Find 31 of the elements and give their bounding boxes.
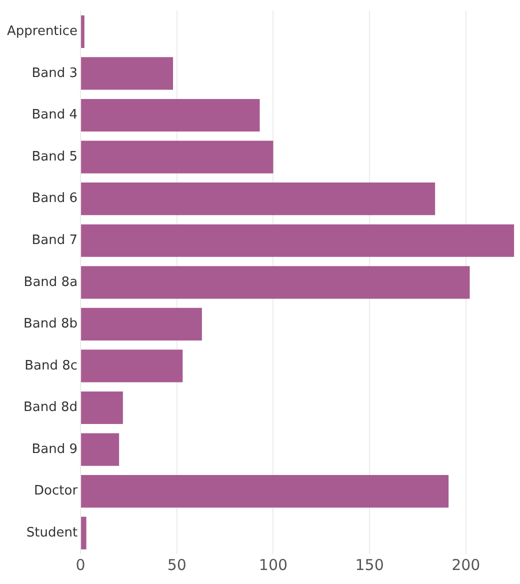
x-tick-label: 50 bbox=[167, 556, 186, 574]
bar bbox=[81, 433, 120, 466]
y-tick-label: Doctor bbox=[34, 484, 78, 499]
y-tick-label: Band 3 bbox=[32, 66, 78, 81]
bar bbox=[81, 266, 470, 299]
y-tick-label: Band 4 bbox=[32, 108, 78, 123]
bar bbox=[81, 391, 123, 424]
x-tick-label: 0 bbox=[76, 556, 86, 574]
x-tick-label: 100 bbox=[258, 556, 288, 574]
bar bbox=[81, 516, 86, 550]
x-tick-label: 150 bbox=[355, 556, 384, 574]
y-tick-label: Apprentice bbox=[6, 24, 78, 40]
y-tick-label: Band 6 bbox=[32, 191, 78, 206]
bar bbox=[81, 98, 260, 132]
bar bbox=[81, 475, 449, 508]
y-tick-label: Band 7 bbox=[32, 232, 78, 248]
bar bbox=[81, 308, 202, 340]
y-tick-label: Student bbox=[26, 525, 78, 540]
bar bbox=[81, 350, 183, 382]
bar bbox=[81, 224, 514, 257]
y-tick-label: Band 8d bbox=[24, 400, 78, 416]
y-tick-label: Band 5 bbox=[32, 149, 78, 164]
bar bbox=[81, 15, 84, 48]
y-tick-label: Band 8a bbox=[24, 274, 78, 290]
y-tick-label: Band 8b bbox=[24, 316, 78, 332]
bar bbox=[81, 182, 436, 216]
x-tick-label: 200 bbox=[452, 556, 480, 574]
bar bbox=[81, 57, 174, 90]
bar bbox=[81, 140, 274, 174]
y-tick-label: Band 9 bbox=[32, 442, 78, 457]
y-tick-label: Band 8c bbox=[24, 358, 78, 374]
